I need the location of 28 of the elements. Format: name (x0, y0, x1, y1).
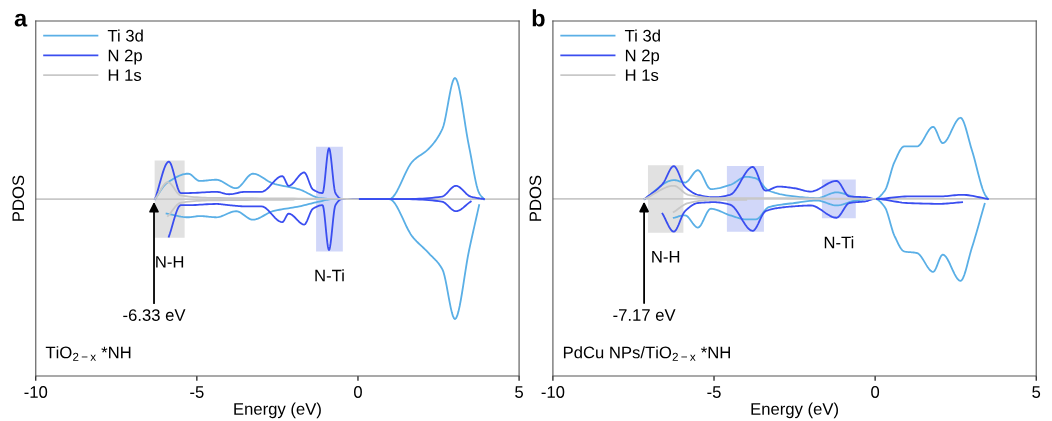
x-tick-label: 0 (871, 386, 880, 398)
legend-label: N 2p (625, 49, 660, 65)
x-axis-title: Energy (eV) (751, 402, 838, 419)
chart-title: a (14, 13, 28, 27)
band-label: N-H (156, 256, 184, 268)
x-tick-label: -10 (541, 386, 565, 398)
x-tick-label: -5 (190, 386, 204, 398)
x-tick-label: 5 (515, 386, 524, 398)
text: PdCu NPs/TiO$_{2−x}$ *NH (563, 346, 730, 361)
annotation: -6.33 eV (123, 309, 186, 321)
legend-label: H 1s (108, 69, 142, 82)
x-tick-label: 5 (1032, 386, 1041, 398)
x-axis-title: Energy (eV) (234, 402, 321, 419)
legend-label: Ti 3d (107, 29, 143, 42)
x-tick-label: -10 (24, 386, 48, 398)
y-axis-title: PDOS (529, 175, 542, 221)
band-label: N-H (652, 251, 680, 263)
legend-label: H 1s (625, 69, 659, 82)
x-tick-label: -5 (707, 386, 721, 398)
annotation: -7.17 eV (613, 309, 676, 321)
chart-title: b (532, 9, 545, 27)
y-axis-title: PDOS (12, 175, 25, 221)
text: TiO$_{2−x}$ *NH (45, 346, 131, 361)
legend-label: N 2p (108, 49, 142, 65)
legend-label: Ti 3d (624, 29, 660, 42)
band-label: N-Ti (824, 236, 854, 249)
band-label: N-Ti (315, 269, 344, 282)
x-tick-label: 0 (353, 386, 362, 398)
